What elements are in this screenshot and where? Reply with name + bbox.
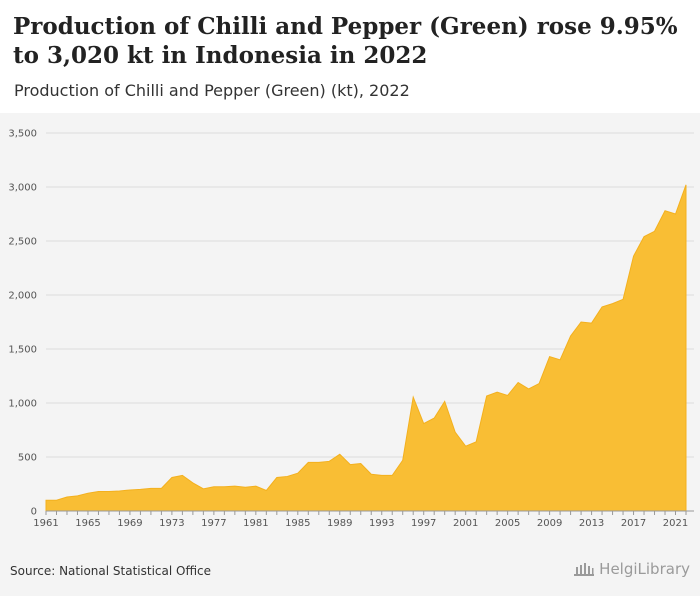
x-tick-label: 1993: [369, 518, 394, 529]
y-axis-ticks: 0 500 1,000 1,500 2,000 2,500 3,000 3,500: [8, 129, 37, 518]
grid-lines: [46, 132, 694, 458]
x-tick-label: 1965: [75, 518, 100, 529]
x-tick-label: 2017: [621, 518, 646, 529]
x-tick-label: 1969: [117, 518, 142, 529]
y-tick-label: 1,000: [8, 399, 37, 410]
x-tick-label: 1997: [411, 518, 436, 529]
x-tick-label: 1981: [243, 518, 268, 529]
header: Production of Chilli and Pepper (Green) …: [0, 0, 700, 113]
y-tick-label: 0: [31, 507, 37, 518]
chart-subtitle: Production of Chilli and Pepper (Green) …: [14, 81, 410, 100]
x-tick-label: 2009: [537, 518, 562, 529]
x-axis-ticks: 1961 1965 1969 1973 1977 1981 1985 1989 1993 1997…: [33, 511, 688, 529]
area-series-production: [45, 184, 687, 512]
x-tick-label: 2013: [579, 518, 604, 529]
logo-text: HelgiLibrary: [599, 560, 690, 578]
y-tick-label: 2,000: [8, 291, 37, 302]
x-tick-label: 1973: [159, 518, 184, 529]
source-note: Source: National Statistical Office: [10, 564, 212, 578]
series-area: [45, 184, 687, 512]
x-tick-label: 2001: [453, 518, 478, 529]
x-tick-label: 2005: [495, 518, 520, 529]
helgilibrary-logo[interactable]: HelgiLibrary: [573, 560, 690, 578]
x-tick-label: 1985: [285, 518, 310, 529]
y-tick-label: 1,500: [8, 345, 37, 356]
y-tick-label: 3,500: [8, 129, 37, 140]
x-tick-label: 1989: [327, 518, 352, 529]
x-tick-label: 1977: [201, 518, 226, 529]
library-building-icon: [574, 563, 595, 576]
y-tick-label: 3,000: [8, 183, 37, 194]
x-tick-label: 1961: [33, 518, 58, 529]
x-tick-label: 2021: [663, 518, 688, 529]
y-tick-label: 2,500: [8, 237, 37, 248]
chart-title: Production of Chilli and Pepper (Green) …: [13, 13, 678, 69]
y-tick-label: 500: [18, 453, 37, 464]
